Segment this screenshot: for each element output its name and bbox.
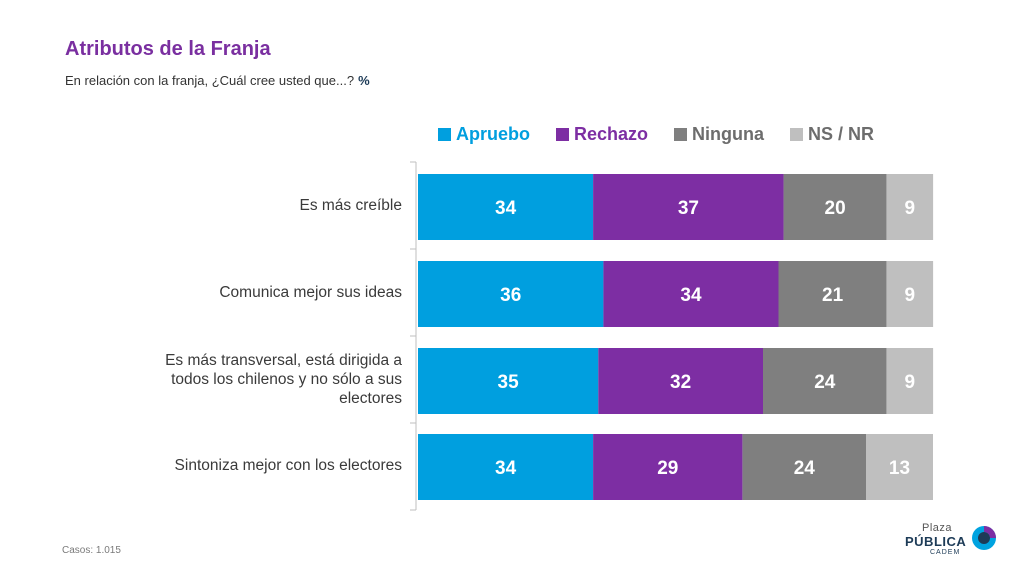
category-label-1: Comunica mejor sus ideas [60, 283, 402, 302]
bar-apruebo-1 [418, 261, 604, 327]
data-label-ninguna-3: 24 [794, 458, 816, 479]
legend-swatch-nsnr [790, 128, 804, 141]
bar-apruebo-3 [418, 434, 594, 500]
legend-label-apruebo: Apruebo [456, 124, 530, 144]
data-label-nsnr-0: 9 [905, 198, 916, 219]
bar-nsnr-1 [886, 261, 934, 327]
legend-swatch-ninguna [674, 128, 688, 141]
bar-rechazo-3 [593, 434, 743, 500]
data-label-nsnr-2: 9 [905, 372, 916, 393]
legend-label-ninguna: Ninguna [692, 124, 765, 144]
category-label-line: Es más transversal, está dirigida a [165, 351, 402, 369]
logo-text-cadem: CADEM [930, 549, 961, 556]
data-label-apruebo-3: 34 [495, 458, 517, 479]
legend-swatch-rechazo [556, 128, 569, 141]
legend-swatch-apruebo [438, 128, 451, 141]
data-label-nsnr-1: 9 [905, 285, 916, 306]
bar-rechazo-1 [603, 261, 779, 327]
data-label-rechazo-1: 34 [680, 285, 702, 306]
legend-label-nsnr: NS / NR [808, 124, 875, 144]
data-label-ninguna-2: 24 [814, 372, 836, 393]
data-label-apruebo-0: 34 [495, 198, 517, 219]
category-label-0: Es más creíble [60, 196, 402, 215]
category-label-line: todos los chilenos y no sólo a sus [171, 370, 402, 388]
data-label-apruebo-2: 35 [498, 372, 520, 393]
category-label-line: Es más creíble [299, 196, 402, 214]
bar-ninguna-2 [763, 348, 887, 414]
subtitle-text: En relación con la franja, ¿Cuál cree us… [65, 73, 355, 88]
data-label-ninguna-0: 20 [825, 198, 846, 219]
category-label-line: Sintoniza mejor con los electores [174, 456, 402, 474]
bar-rechazo-2 [598, 348, 764, 414]
legend-label-rechazo: Rechazo [574, 124, 649, 144]
category-label-2: Es más transversal, está dirigida a todos… [60, 351, 402, 408]
bar-apruebo-2 [418, 348, 599, 414]
bar-nsnr-2 [886, 348, 934, 414]
category-label-3: Sintoniza mejor con los electores [60, 456, 402, 475]
data-label-rechazo-3: 29 [657, 458, 678, 479]
chart-legend: Apruebo Rechazo Ninguna NS / NR [438, 124, 874, 145]
logo-mark-icon [972, 526, 996, 550]
bar-apruebo-0 [418, 174, 594, 240]
data-label-rechazo-0: 37 [678, 198, 699, 219]
legend-item-nsnr: NS / NR [790, 124, 874, 145]
chart-title: Atributos de la Franja [65, 38, 271, 60]
bar-nsnr-3 [866, 434, 933, 500]
plaza-publica-logo: Plaza PÚBLICA CADEM [900, 522, 1000, 562]
logo-text-plaza: Plaza [922, 522, 953, 534]
data-label-rechazo-2: 32 [670, 372, 691, 393]
category-label-line: Comunica mejor sus ideas [219, 283, 402, 301]
logo-text-publica: PÚBLICA [905, 534, 967, 549]
legend-item-ninguna: Ninguna [674, 124, 764, 145]
bar-ninguna-3 [742, 434, 867, 500]
bar-rechazo-0 [593, 174, 784, 240]
chart-subtitle: En relación con la franja, ¿Cuál cree us… [65, 73, 370, 88]
legend-item-apruebo: Apruebo [438, 124, 530, 145]
data-label-nsnr-3: 13 [889, 458, 910, 479]
legend-item-rechazo: Rechazo [556, 124, 648, 145]
bar-ninguna-0 [783, 174, 887, 240]
bar-ninguna-1 [778, 261, 887, 327]
cases-count: Casos: 1.015 [62, 545, 121, 556]
bar-nsnr-0 [886, 174, 934, 240]
data-label-apruebo-1: 36 [500, 285, 521, 306]
subtitle-unit: % [358, 73, 370, 88]
category-label-line: electores [339, 389, 402, 407]
data-label-ninguna-1: 21 [822, 285, 844, 306]
